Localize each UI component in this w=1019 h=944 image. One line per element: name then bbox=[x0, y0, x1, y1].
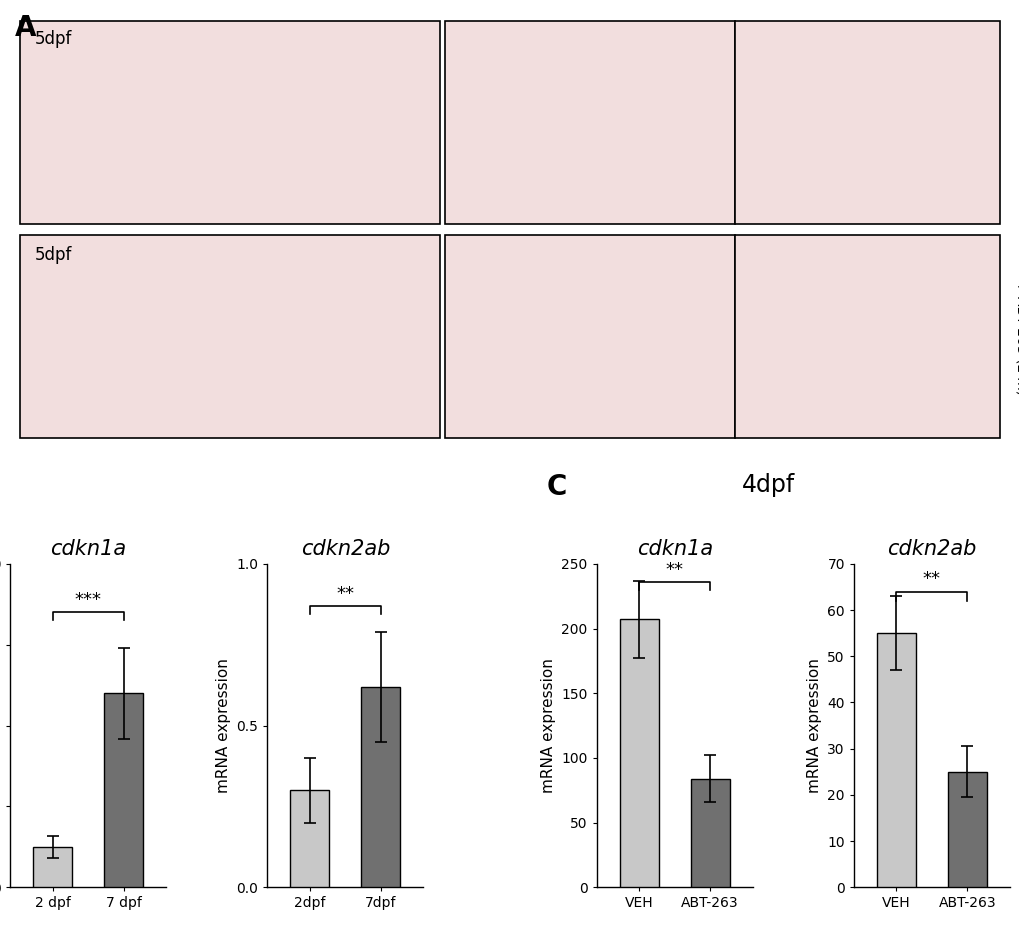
Bar bbox=[290, 790, 329, 887]
Bar bbox=[444, 21, 734, 224]
Bar bbox=[620, 619, 658, 887]
Y-axis label: mRNA expression: mRNA expression bbox=[540, 658, 555, 793]
Y-axis label: mRNA expression: mRNA expression bbox=[806, 658, 821, 793]
Text: 5dpf: 5dpf bbox=[35, 29, 72, 47]
Text: A: A bbox=[15, 14, 37, 42]
Text: C: C bbox=[546, 473, 567, 501]
Bar bbox=[734, 235, 999, 438]
Bar bbox=[20, 235, 439, 438]
Bar bbox=[690, 779, 729, 887]
Title: cdkn1a: cdkn1a bbox=[636, 539, 712, 560]
Bar bbox=[104, 693, 143, 887]
Bar bbox=[20, 21, 439, 224]
Text: Vehicle: Vehicle bbox=[1014, 96, 1019, 151]
Text: 4dpf: 4dpf bbox=[741, 473, 794, 497]
Text: 5dpf: 5dpf bbox=[35, 246, 72, 264]
Bar bbox=[734, 21, 999, 224]
Bar bbox=[361, 686, 399, 887]
Text: ***: *** bbox=[74, 591, 102, 609]
Y-axis label: mRNA expression: mRNA expression bbox=[216, 658, 230, 793]
Title: cdkn2ab: cdkn2ab bbox=[887, 539, 975, 560]
Text: + ABT-263 (24h): + ABT-263 (24h) bbox=[1014, 280, 1019, 396]
Bar bbox=[876, 633, 915, 887]
Title: cdkn1a: cdkn1a bbox=[50, 539, 126, 560]
Bar bbox=[444, 235, 734, 438]
Text: **: ** bbox=[336, 584, 354, 602]
Title: cdkn2ab: cdkn2ab bbox=[301, 539, 389, 560]
Text: **: ** bbox=[922, 570, 940, 588]
Bar bbox=[34, 847, 72, 887]
Text: **: ** bbox=[665, 561, 683, 579]
Bar bbox=[947, 772, 985, 887]
